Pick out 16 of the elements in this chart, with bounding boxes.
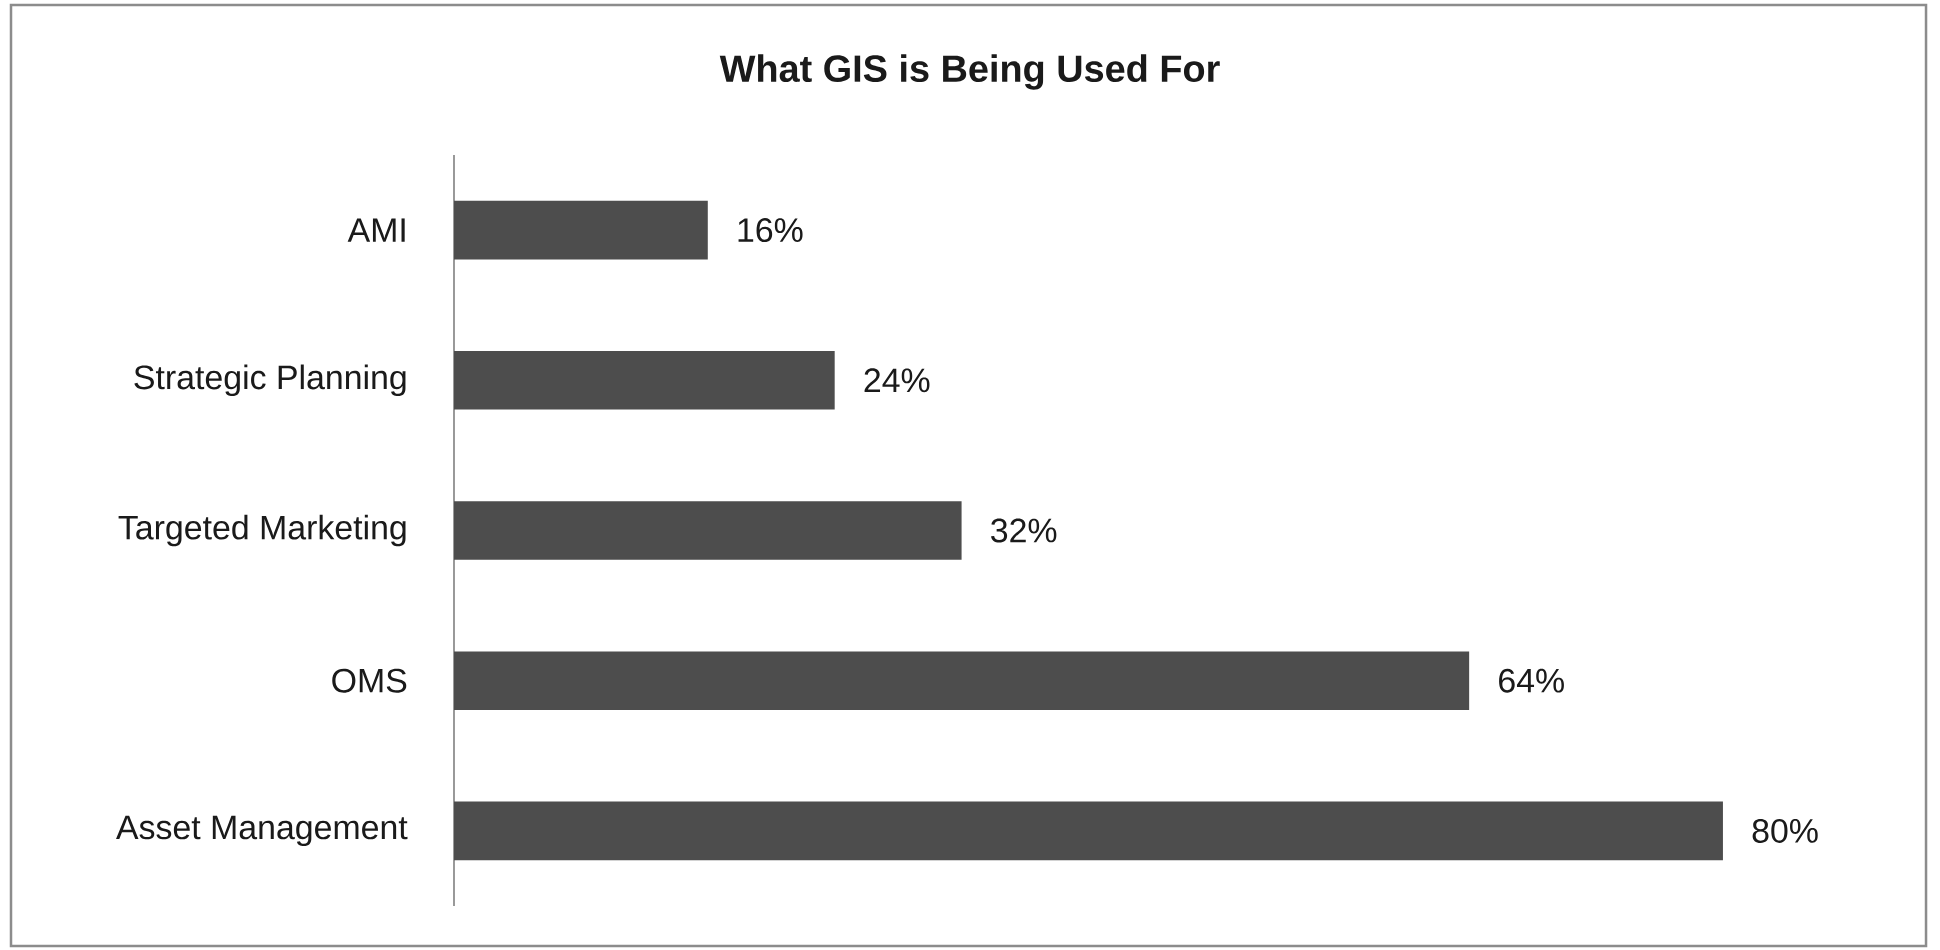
- y-tick-label: AMI: [347, 218, 405, 242]
- y-tick-label: Strategic Planning: [134, 364, 406, 397]
- chart-title: What GIS is Being Used For: [719, 54, 1220, 90]
- data-label: 80%: [1752, 818, 1818, 843]
- data-label: 24%: [864, 368, 930, 393]
- bar: [454, 801, 1723, 861]
- data-label: 32%: [991, 518, 1057, 543]
- bar: [454, 200, 708, 260]
- bar: [454, 501, 962, 560]
- data-label: 64%: [1499, 668, 1564, 693]
- data-label: 16%: [738, 218, 803, 243]
- y-tick-label: OMS: [332, 668, 407, 693]
- y-tick-label: Asset Management: [116, 815, 408, 847]
- bar: [454, 651, 1470, 710]
- bar: [454, 351, 835, 410]
- y-tick-label: Targeted Marketing: [118, 514, 406, 547]
